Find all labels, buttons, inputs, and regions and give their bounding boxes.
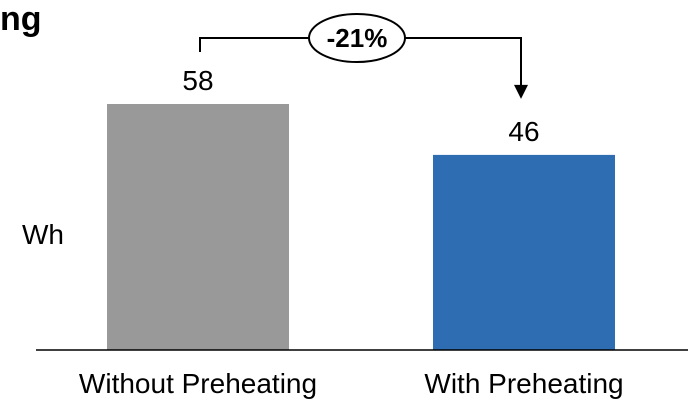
bar-without-preheating xyxy=(107,104,289,350)
change-badge xyxy=(308,13,406,63)
bar-with-preheating xyxy=(433,154,615,350)
arrowhead-icon xyxy=(514,84,528,99)
data-label-without-preheating: 58 xyxy=(182,65,213,96)
data-label-with-preheating: 46 xyxy=(508,116,539,147)
x-tick-label-with-preheating: With Preheating xyxy=(424,368,623,399)
x-tick-label-without-preheating: Without Preheating xyxy=(79,368,317,399)
chart-title-fragment: ng xyxy=(0,0,42,38)
change-annotation: -21% xyxy=(199,13,528,99)
y-axis-label: Wh xyxy=(22,219,64,250)
change-percent-label: -21% xyxy=(327,23,388,53)
